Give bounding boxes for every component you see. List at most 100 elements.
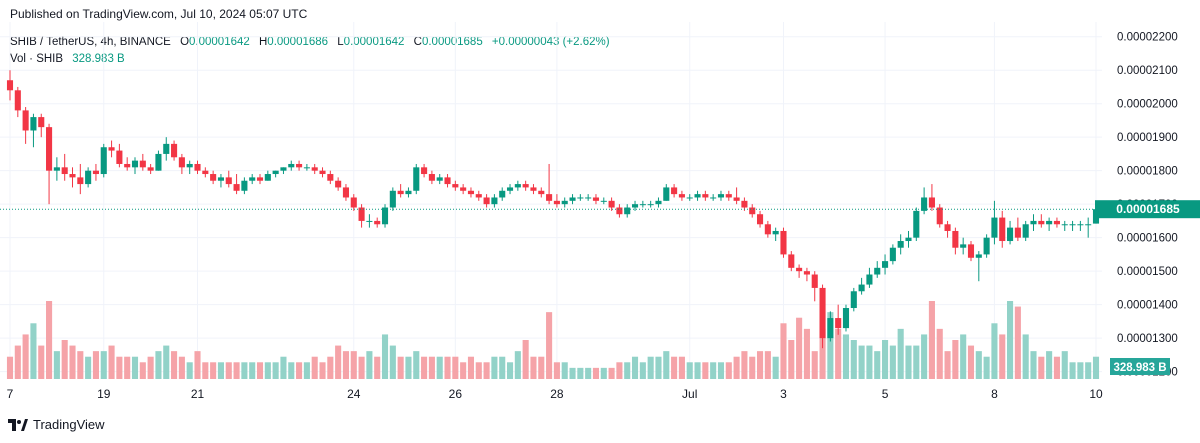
candle-body bbox=[678, 194, 685, 198]
candle-body bbox=[600, 200, 607, 202]
candlestick-chart[interactable]: 0.00002200 0.00002100 0.00002000 0.00001900… bbox=[0, 0, 1200, 415]
candle-body bbox=[671, 187, 678, 195]
volume-bar bbox=[85, 356, 92, 379]
time-tick-label: Jul bbox=[682, 387, 697, 401]
time-tick-label: 3 bbox=[780, 387, 787, 401]
ohlc-row: SHIB / TetherUS, 4h, BINANCE O0.00001642… bbox=[10, 34, 610, 51]
candle-body bbox=[983, 237, 990, 255]
volume-bar bbox=[92, 351, 99, 379]
candle-body bbox=[22, 110, 29, 131]
candle-body bbox=[428, 174, 435, 181]
low-value: 0.00001642 bbox=[343, 36, 405, 48]
candle-body bbox=[756, 214, 764, 225]
volume-bar bbox=[835, 328, 842, 379]
candle-body bbox=[655, 200, 662, 205]
price-badge-text: 0.00001685 bbox=[1116, 202, 1180, 216]
candle-body bbox=[624, 207, 631, 215]
footer-brand[interactable]: TradingView bbox=[8, 417, 105, 432]
candle-body bbox=[1085, 224, 1092, 226]
candle-body bbox=[421, 167, 428, 175]
volume-bar bbox=[171, 351, 178, 379]
candle-body bbox=[303, 167, 310, 169]
volume-bar bbox=[921, 334, 928, 379]
volume-bar bbox=[124, 356, 131, 379]
candle-body bbox=[538, 190, 545, 195]
volume-bar bbox=[694, 362, 701, 379]
volume-bar bbox=[335, 345, 342, 379]
candle-body bbox=[561, 200, 568, 205]
candle-body bbox=[710, 197, 717, 199]
close-value: 0.00001685 bbox=[421, 36, 483, 48]
volume-bar bbox=[788, 340, 795, 379]
candle-body bbox=[1077, 224, 1084, 226]
volume-bar bbox=[14, 345, 21, 379]
volume-bar bbox=[952, 340, 959, 379]
candle-body bbox=[1069, 224, 1076, 226]
volume-bar bbox=[999, 334, 1006, 379]
candle-body bbox=[1022, 224, 1029, 238]
volume-bar bbox=[577, 367, 584, 379]
volume-row: Vol · SHIB 328.983 B bbox=[10, 51, 610, 68]
candle-body bbox=[936, 207, 943, 225]
volume-bar bbox=[311, 356, 318, 379]
volume-bar bbox=[210, 362, 217, 379]
candle-body bbox=[1014, 227, 1021, 238]
high-label: H bbox=[258, 36, 268, 48]
candle-body bbox=[225, 177, 232, 185]
candle-body bbox=[46, 127, 53, 171]
candle-body bbox=[569, 197, 576, 201]
candle-body bbox=[585, 197, 592, 199]
candle-body bbox=[663, 187, 670, 201]
candle-body bbox=[389, 190, 396, 208]
candle-body bbox=[116, 150, 123, 164]
time-axis[interactable]: 7 19 21 24 26 28 Jul 3 5 8 10 bbox=[7, 387, 1103, 401]
volume-bar bbox=[702, 362, 709, 379]
candle-body bbox=[788, 254, 795, 268]
volume-bar bbox=[725, 362, 732, 379]
volume-bar bbox=[983, 356, 990, 379]
volume-bar bbox=[452, 356, 459, 379]
candle-body bbox=[811, 274, 818, 288]
high-value: 0.00001686 bbox=[267, 36, 329, 48]
volume-bar bbox=[436, 356, 443, 379]
candle-body bbox=[616, 207, 623, 215]
candle-body bbox=[171, 143, 178, 158]
candle-body bbox=[749, 207, 756, 215]
candle-body bbox=[506, 187, 514, 191]
candle-body bbox=[264, 174, 271, 181]
candle-body bbox=[866, 274, 873, 285]
volume-bar bbox=[272, 362, 279, 379]
candle-body bbox=[928, 197, 935, 208]
volume-bar bbox=[772, 356, 779, 379]
candle-body bbox=[686, 197, 693, 199]
gridlines bbox=[0, 22, 1102, 377]
volume-value: 328.983 B bbox=[72, 53, 125, 65]
candle-body bbox=[452, 184, 459, 188]
candle-body bbox=[319, 170, 326, 175]
volume-bar bbox=[280, 356, 287, 379]
candle-body bbox=[725, 194, 732, 198]
volume-bar bbox=[733, 356, 740, 379]
volume-bar bbox=[710, 362, 717, 379]
volume-bar bbox=[389, 345, 396, 379]
volume-bar bbox=[631, 356, 639, 379]
volume-bar bbox=[506, 362, 514, 379]
candle-body bbox=[124, 163, 131, 168]
time-tick-label: 8 bbox=[991, 387, 998, 401]
candle-body bbox=[436, 177, 443, 181]
volume-label[interactable]: Vol · SHIB bbox=[10, 53, 64, 65]
candle-body bbox=[311, 167, 318, 171]
time-tick-label: 10 bbox=[1089, 387, 1103, 401]
symbol-label[interactable]: SHIB / TetherUS, 4h, BINANCE bbox=[10, 36, 171, 48]
volume-bar bbox=[647, 356, 654, 379]
candle-body bbox=[631, 204, 639, 208]
volume-bar bbox=[600, 367, 607, 379]
volume-bar bbox=[397, 356, 404, 379]
candle-body bbox=[741, 200, 748, 208]
volume-bar bbox=[38, 345, 45, 379]
price-tick-label: 0.00001500 bbox=[1117, 266, 1178, 278]
candle-body bbox=[1030, 220, 1037, 225]
volume-bar bbox=[585, 367, 592, 379]
volume-bar bbox=[467, 356, 475, 379]
candle-body bbox=[717, 194, 725, 198]
